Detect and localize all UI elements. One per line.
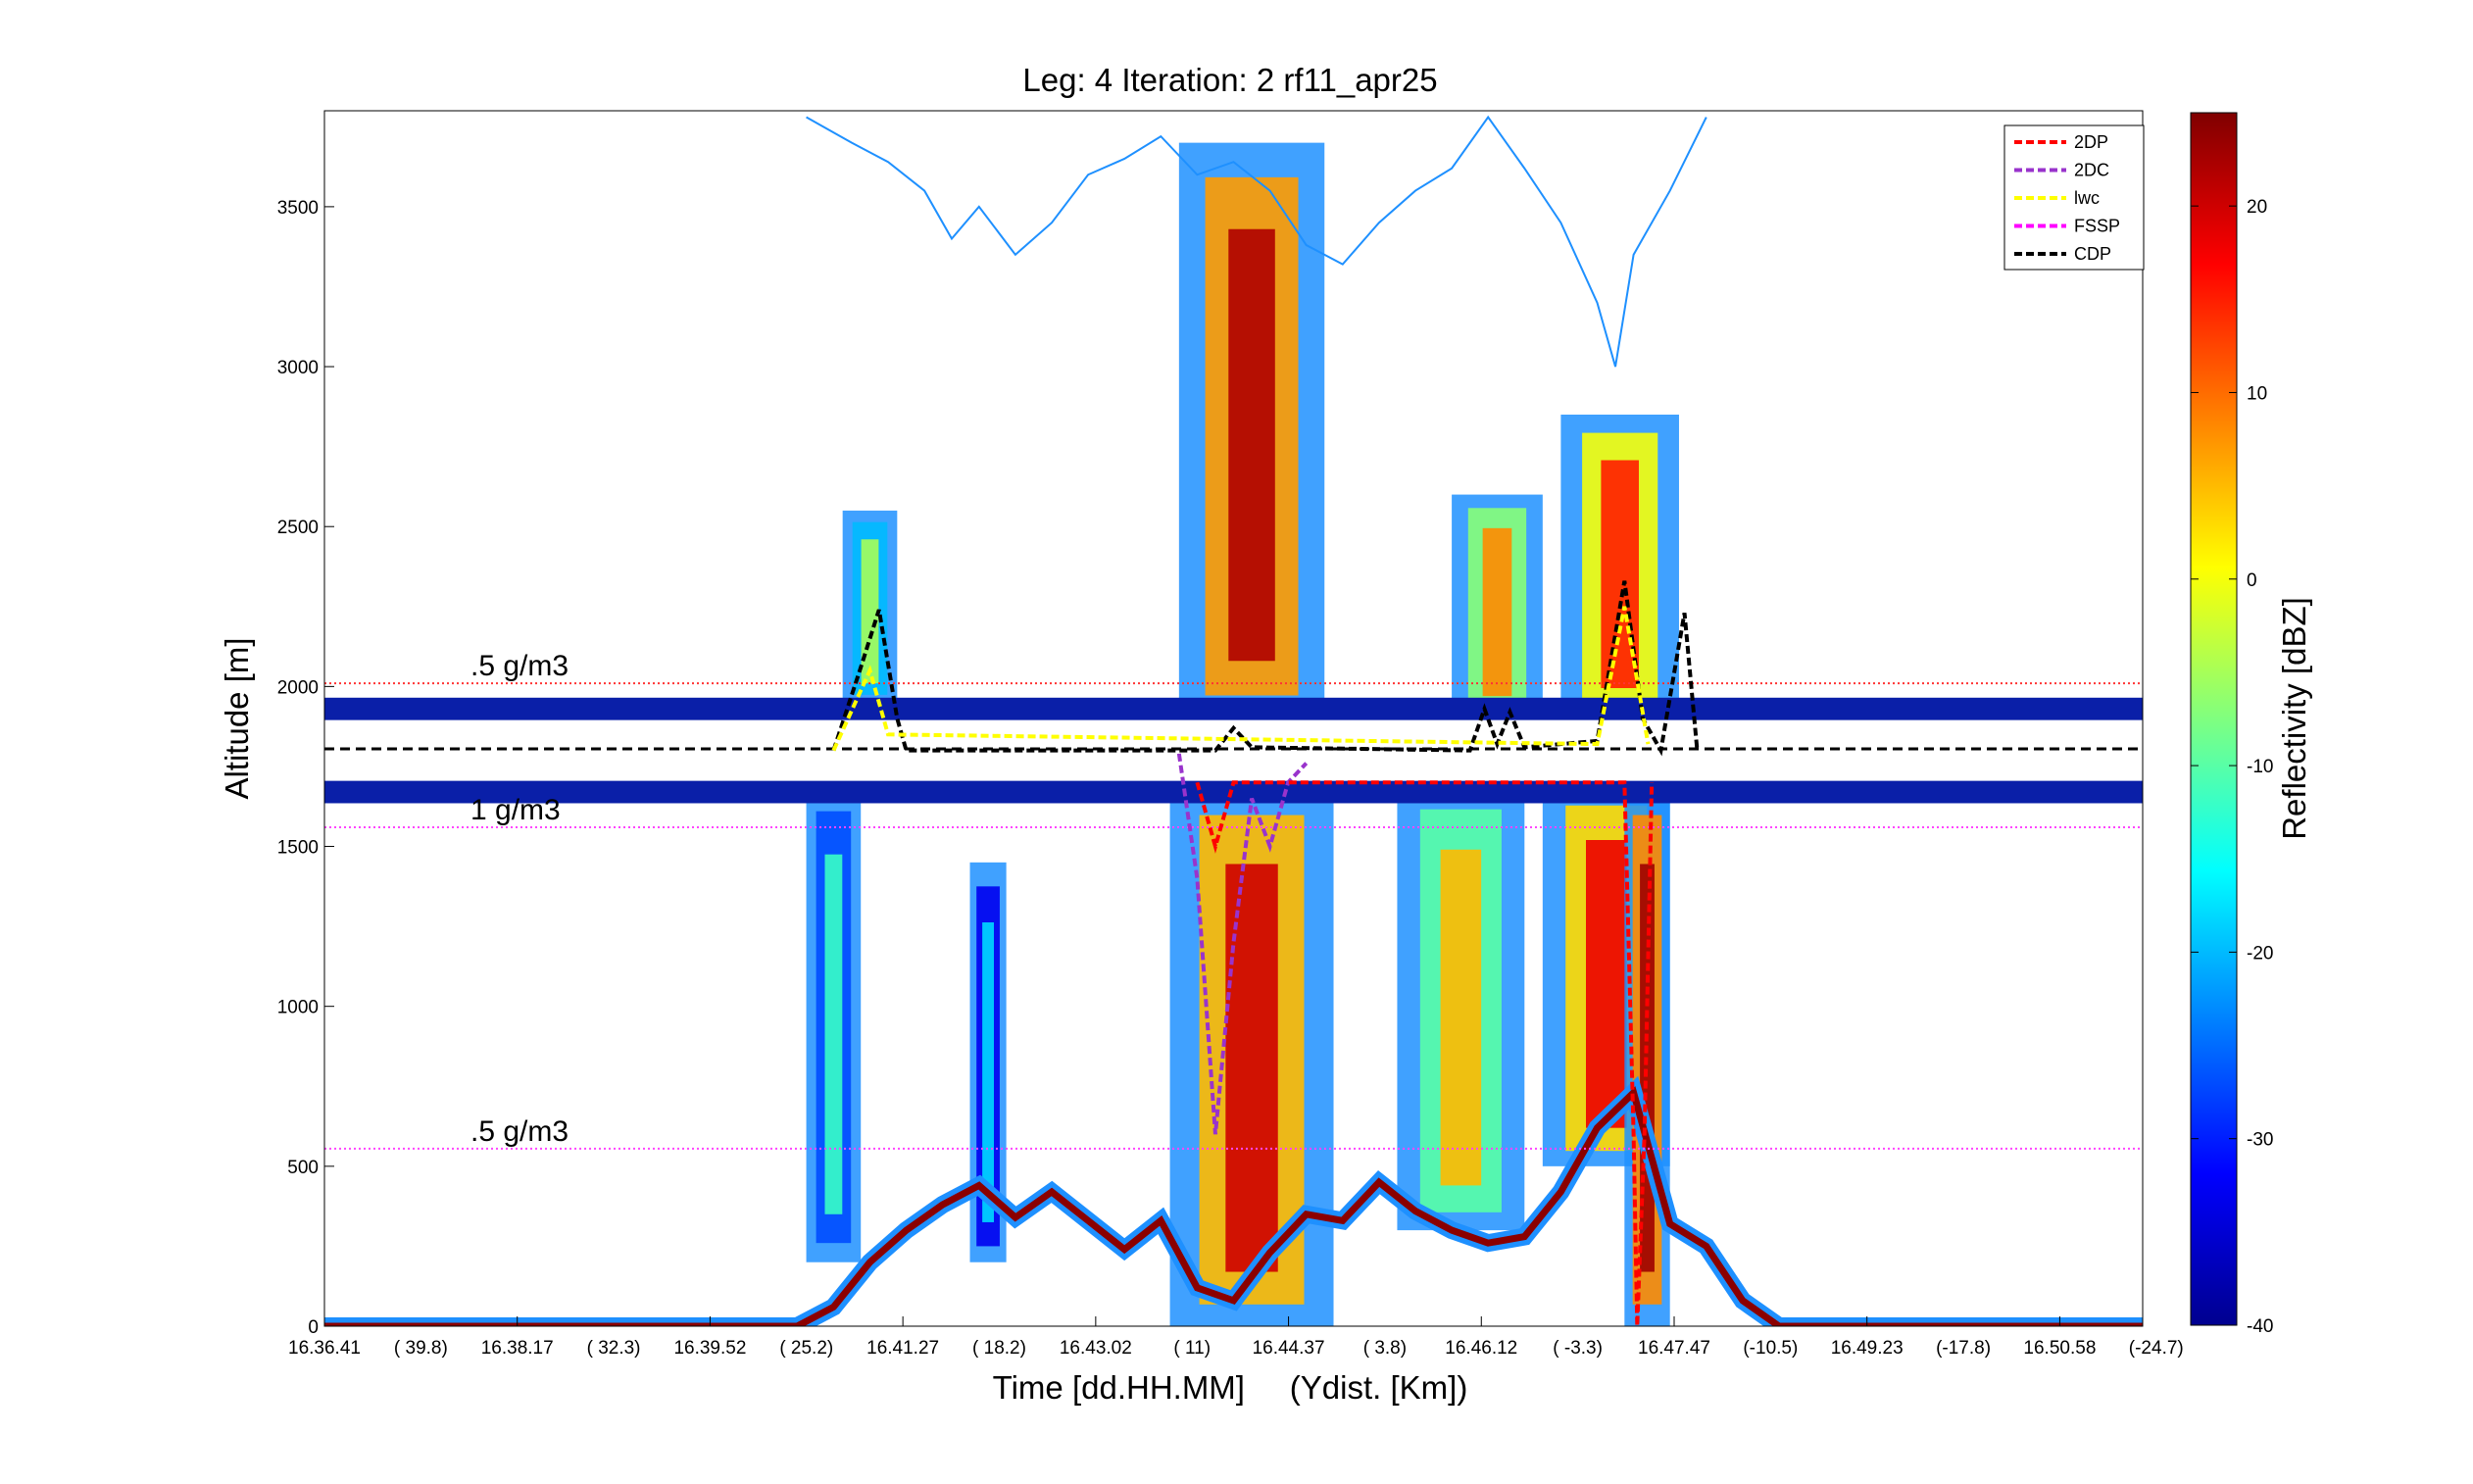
y-tick-label: 1000 <box>277 998 319 1018</box>
x-tick-dist-label: ( 11) <box>1173 1338 1211 1359</box>
surface-echo-line <box>324 1086 2143 1326</box>
legend-entry-label: CDP <box>2074 244 2111 264</box>
y-tick-label: 3500 <box>277 198 319 219</box>
reference-lines-layer <box>324 682 2143 1150</box>
x-tick-dist-label: ( 25.2) <box>779 1338 833 1359</box>
colorbar-tick-label: 10 <box>2247 383 2267 404</box>
echo-cell-0 <box>806 782 862 1262</box>
echo-cell-core <box>1228 228 1275 662</box>
chart-title: Leg: 4 Iteration: 2 rf11_apr25 <box>1022 62 1437 98</box>
y-tick-label: 500 <box>287 1158 319 1178</box>
colorbar-label: Reflectivity [dBZ] <box>2276 597 2312 840</box>
x-tick-dist-label: (-10.5) <box>1743 1338 1798 1359</box>
legend-entry-label: FSSP <box>2074 217 2120 236</box>
x-tick-dist-label: ( 32.3) <box>587 1338 641 1359</box>
echo-cell-core <box>1225 864 1278 1272</box>
x-tick-dist-label: ( 39.8) <box>394 1338 448 1359</box>
colorbar-gradient <box>2190 112 2238 1326</box>
x-tick-time-label: 16.50.58 <box>2023 1338 2096 1359</box>
series-line-2dc <box>1176 753 1309 1135</box>
plot-area <box>324 115 2143 1326</box>
echo-cell-core <box>861 539 879 684</box>
annotation-label-0: .5 g/m3 <box>470 650 569 682</box>
x-axis-label: Time [dd.HH.MM] (Ydist. [Km]) <box>993 1369 1468 1406</box>
echo-cell-4 <box>1178 142 1325 718</box>
x-tick-time-label: 16.49.23 <box>1831 1338 1904 1359</box>
x-tick-time-label: 16.36.41 <box>288 1338 361 1359</box>
x-tick-time-label: 16.39.52 <box>673 1338 746 1359</box>
radar-blind-zone <box>324 722 2143 779</box>
y-axis-label: Altitude [m] <box>219 637 255 799</box>
series-layer <box>831 580 1700 1326</box>
annotation-label-2: .5 g/m3 <box>470 1115 569 1148</box>
radar-band-lower <box>324 780 2143 804</box>
x-tick-dist-label: (-24.7) <box>2129 1338 2184 1359</box>
colorbar-tick-label: 0 <box>2247 570 2257 591</box>
x-tick-dist-label: ( 18.2) <box>972 1338 1026 1359</box>
series-line-lwc <box>831 606 1651 752</box>
x-tick-time-label: 16.46.12 <box>1445 1338 1517 1359</box>
radar-band-upper <box>324 697 2143 720</box>
colorbar-tick-label: -30 <box>2247 1130 2273 1151</box>
x-tick-time-label: 16.43.02 <box>1060 1338 1132 1359</box>
legend-entry-label: 2DP <box>2074 132 2108 152</box>
series-line-2dp <box>1195 780 1655 1326</box>
colorbar-tick-label: -10 <box>2247 757 2273 777</box>
x-tick-time-label: 16.44.37 <box>1253 1338 1325 1359</box>
x-tick-time-label: 16.38.17 <box>481 1338 554 1359</box>
x-tick-dist-label: ( -3.3) <box>1553 1338 1603 1359</box>
legend: 2DP 2DC lwc FSSP CDP <box>2003 124 2145 271</box>
legend-entry-label: lwc <box>2074 188 2100 208</box>
legend-entry-label: 2DC <box>2074 161 2109 180</box>
y-axis: 0 500 1000 1500 2000 2500 3000 3500 <box>277 198 334 1338</box>
y-tick-label: 2500 <box>277 518 319 538</box>
echo-cell-6 <box>1452 494 1543 718</box>
colorbar-tick-label: -40 <box>2247 1316 2273 1337</box>
y-tick-label: 3000 <box>277 358 319 378</box>
colorbar-tick-label: 20 <box>2247 197 2267 218</box>
echo-cells-layer <box>324 142 2143 1326</box>
y-tick-label: 1500 <box>277 838 319 859</box>
echo-cell-core <box>982 922 995 1222</box>
annotations-layer: .5 g/m3 1 g/m3 .5 g/m3 <box>470 650 569 1148</box>
series-line-cdp <box>831 580 1700 757</box>
x-tick-dist-label: (-17.8) <box>1936 1338 1991 1359</box>
colorbar: -40 -30 -20 -10 0 10 20 <box>2190 112 2273 1337</box>
echo-cell-8 <box>1560 415 1679 718</box>
echo-cell-core <box>824 854 843 1214</box>
echo-cell-5 <box>1397 782 1525 1231</box>
trace-layer <box>324 115 2143 1326</box>
echo-cell-core <box>1585 840 1627 1128</box>
upper-trace-line <box>806 115 1707 368</box>
colorbar-tick-label: -20 <box>2247 943 2273 964</box>
x-tick-time-label: 16.47.47 <box>1638 1338 1710 1359</box>
y-tick-label: 2000 <box>277 677 319 698</box>
x-tick-dist-label: ( 3.8) <box>1363 1338 1407 1359</box>
echo-cell-core <box>1440 849 1482 1186</box>
annotation-label-1: 1 g/m3 <box>470 794 561 826</box>
x-tick-time-label: 16.41.27 <box>866 1338 939 1359</box>
plot-frame <box>323 110 2144 1327</box>
echo-cell-core <box>1482 527 1512 697</box>
x-axis: 16.36.41 ( 39.8) 16.38.17 ( 32.3) 16.39.52 ( … <box>288 1316 2184 1359</box>
y-tick-label: 0 <box>308 1317 319 1338</box>
